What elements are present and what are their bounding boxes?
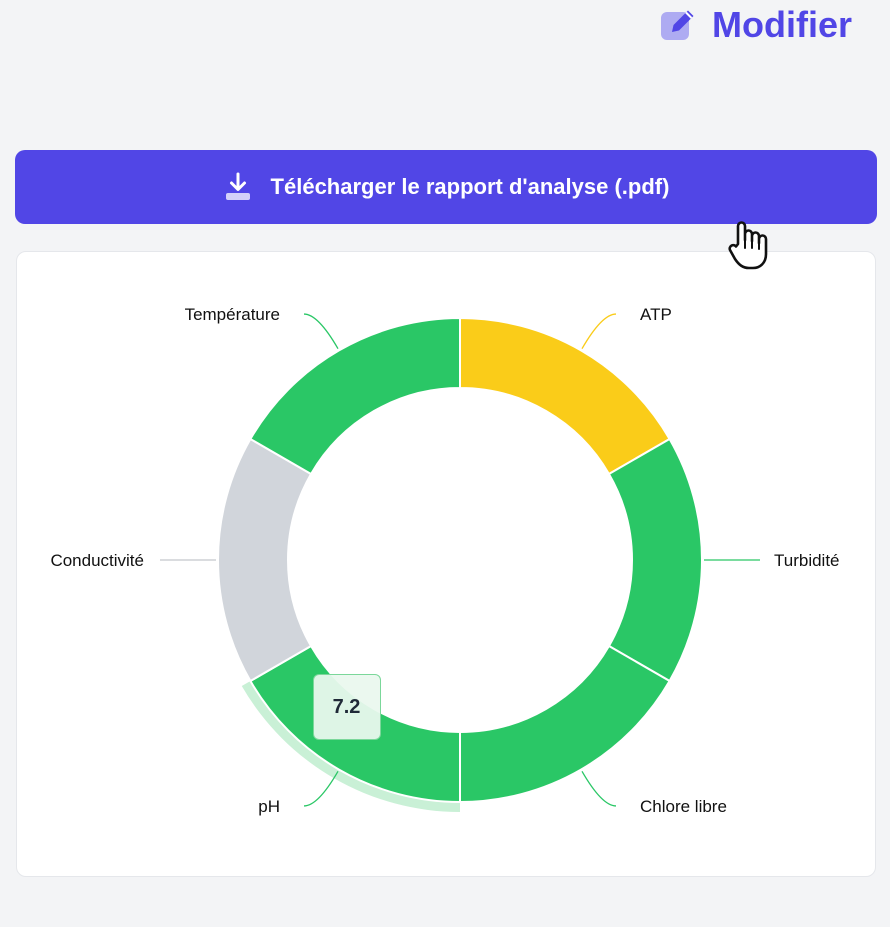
edit-link[interactable]: Modifier: [658, 4, 852, 46]
slice-temperature[interactable]: [249, 316, 461, 476]
chart-card: ATP Turbidité Chlore libre pH Conductivité Te…: [16, 251, 876, 877]
leader-line-temperature: [303, 313, 339, 350]
download-icon: [225, 172, 250, 200]
donut-chart: ATP Turbidité Chlore libre pH Conductivité Te…: [50, 305, 840, 816]
download-label: Télécharger le rapport d'analyse (.pdf): [270, 174, 670, 199]
leader-line-ph: [303, 770, 339, 807]
label-chlore-libre: Chlore libre: [640, 797, 727, 816]
leader-line-chlore-libre: [581, 770, 617, 807]
chart-tooltip: 7.2: [312, 674, 381, 741]
hand-cursor-icon: [728, 221, 768, 270]
slice-hover-ring-ph: [241, 681, 460, 812]
slice-atp[interactable]: [459, 316, 671, 476]
edit-label: Modifier: [712, 4, 852, 45]
slice-turbidite[interactable]: [607, 437, 703, 683]
label-ph: pH: [258, 797, 280, 816]
slice-conductivite[interactable]: [217, 437, 313, 683]
label-turbidite: Turbidité: [774, 551, 840, 570]
pencil-square-icon: [661, 10, 694, 40]
label-conductivite: Conductivité: [50, 551, 144, 570]
label-atp: ATP: [640, 305, 672, 324]
label-temperature: Température: [185, 305, 280, 324]
download-report-button[interactable]: Télécharger le rapport d'analyse (.pdf): [15, 150, 877, 224]
leader-line-atp: [581, 313, 617, 350]
slice-chlore-libre[interactable]: [459, 644, 671, 804]
